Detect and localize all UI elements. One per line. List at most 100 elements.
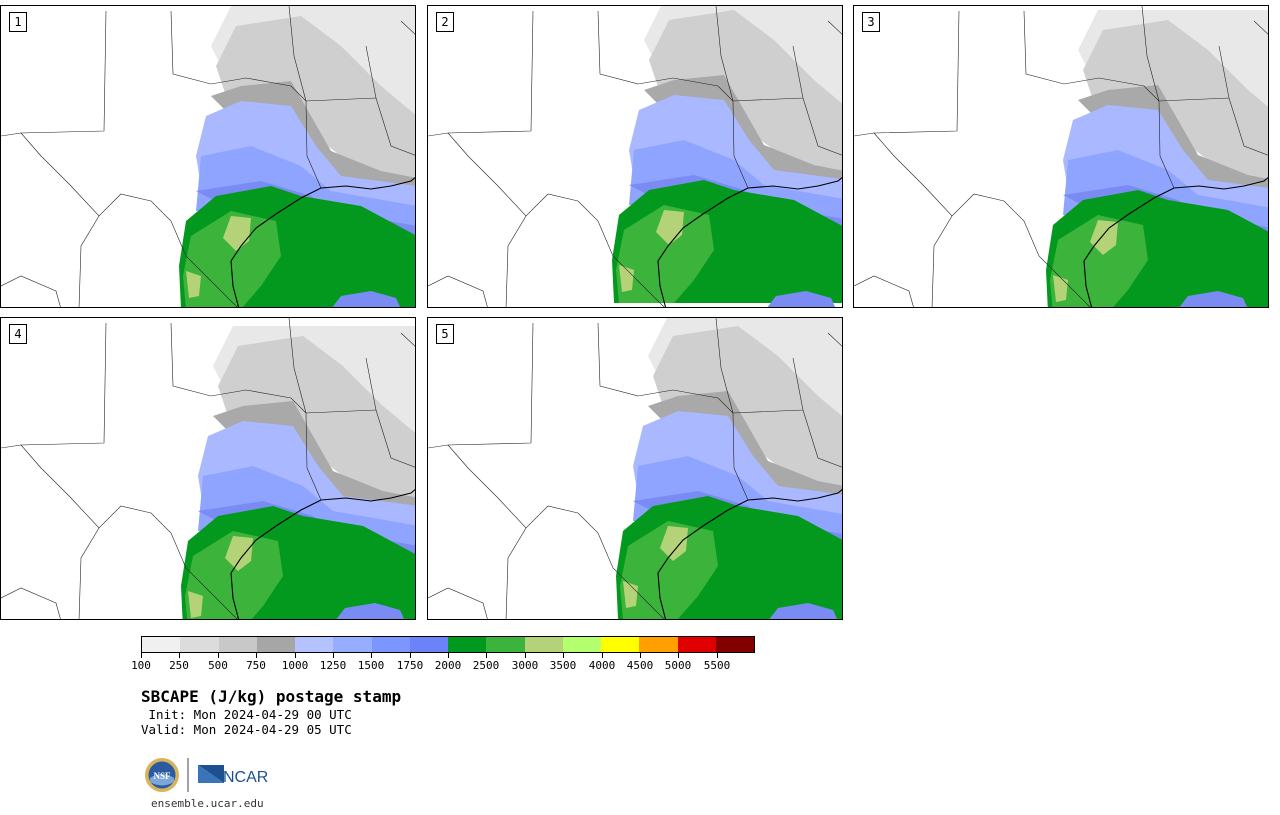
member-panel-2: 2 <box>427 5 843 308</box>
member-number-label: 2 <box>436 12 454 32</box>
colorbar-swatch <box>562 637 601 652</box>
ncar-logo-text: NCAR <box>223 769 268 786</box>
site-url: ensemble.ucar.edu <box>151 797 264 810</box>
gulf-blue-patch <box>336 603 405 619</box>
colorbar-tick <box>525 653 526 658</box>
state-borders <box>715 318 842 468</box>
cape-2500-shading <box>620 521 718 619</box>
colorbar-tick-label: 4000 <box>588 659 616 672</box>
cape-3000-shading <box>623 581 638 608</box>
cape-250-500-shading <box>1083 20 1268 183</box>
state-borders <box>715 6 842 156</box>
member-number-label: 3 <box>862 12 880 32</box>
state-borders <box>1141 6 1268 156</box>
cape-250-500-shading <box>218 336 415 501</box>
colorbar-tick <box>602 653 603 658</box>
texas-border <box>873 10 1175 307</box>
colorbar-tick-label: 5500 <box>703 659 731 672</box>
gulf-blue-patch <box>767 291 836 307</box>
ncar-logo: NCAR <box>198 765 268 786</box>
cape-2500-shading <box>616 205 714 303</box>
nsf-ncar-logos: NSF NCAR <box>145 758 268 792</box>
colorbar-swatch <box>486 637 525 652</box>
nsf-logo-text: NSF <box>153 771 171 781</box>
colorbar-swatch <box>409 637 448 652</box>
mexico-border <box>1 444 100 619</box>
colorbar-tick <box>295 653 296 658</box>
colorbar-tick <box>141 653 142 658</box>
colorbar-swatch <box>180 637 219 652</box>
colorbar-tick-label: 1250 <box>319 659 347 672</box>
sbcape-map-1 <box>1 6 415 307</box>
colorbar-tick-label: 2500 <box>472 659 500 672</box>
colorbar-tick-label: 3000 <box>511 659 539 672</box>
colorbar-tick-label: 5000 <box>664 659 692 672</box>
colorbar-swatch <box>142 637 181 652</box>
colorbar-tick <box>333 653 334 658</box>
colorbar-swatch <box>295 637 334 652</box>
colorbar-tick-label: 2000 <box>434 659 462 672</box>
colorbar-tick <box>371 653 372 658</box>
cape-3000-shading <box>619 265 634 292</box>
mexico-border <box>854 132 953 307</box>
cape-3000-shading <box>186 271 201 298</box>
member-panel-1: 1 <box>0 5 416 308</box>
colorbar-swatch <box>639 637 678 652</box>
colorbar-swatch <box>677 637 716 652</box>
sbcape-map-5 <box>428 318 842 619</box>
texas-border <box>447 10 749 307</box>
colorbar-tick-label: 750 <box>246 659 266 672</box>
colorbar-swatch <box>371 637 410 652</box>
colorbar-tick-label: 1000 <box>281 659 309 672</box>
cape-3000-shading <box>1053 275 1068 302</box>
colorbar-tick-label: 4500 <box>626 659 654 672</box>
gulf-coastline <box>1083 176 1268 307</box>
sbcape-map-3 <box>854 6 1268 307</box>
mexico-border <box>1 132 100 307</box>
colorbar-tick-label: 3500 <box>549 659 577 672</box>
gulf-coastline <box>657 488 842 619</box>
gulf-coastline <box>657 176 842 307</box>
cape-3000-shading <box>188 591 203 618</box>
mexico-border <box>428 132 527 307</box>
gulf-coastline <box>230 176 415 307</box>
state-borders <box>288 318 415 468</box>
sbcape-colorbar <box>141 636 755 653</box>
member-number-label: 1 <box>9 12 27 32</box>
member-number-label: 5 <box>436 324 454 344</box>
cape-250-500-shading <box>653 326 842 489</box>
colorbar-tick-label: 1500 <box>357 659 385 672</box>
colorbar-tick <box>256 653 257 658</box>
nsf-logo: NSF <box>145 758 179 792</box>
cape-3000-shading <box>660 526 688 561</box>
colorbar-tick <box>563 653 564 658</box>
init-time: Init: Mon 2024-04-29 00 UTC <box>141 707 352 722</box>
mexico-border <box>428 444 527 619</box>
colorbar-swatch <box>218 637 257 652</box>
colorbar-tick <box>640 653 641 658</box>
sbcape-map-4 <box>1 318 415 619</box>
colorbar-swatch <box>524 637 563 652</box>
state-borders <box>288 6 415 156</box>
member-panel-3: 3 <box>853 5 1269 308</box>
gulf-blue-patch <box>1179 291 1248 307</box>
colorbar-tick <box>717 653 718 658</box>
colorbar-swatch <box>601 637 640 652</box>
colorbar-tick <box>179 653 180 658</box>
cape-2500-shading <box>185 531 283 619</box>
product-title: SBCAPE (J/kg) postage stamp <box>141 687 402 706</box>
cape-2500-shading <box>1050 215 1148 307</box>
member-number-label: 4 <box>9 324 27 344</box>
colorbar-swatch <box>333 637 372 652</box>
colorbar-tick <box>678 653 679 658</box>
colorbar-tick-label: 100 <box>131 659 151 672</box>
colorbar-tick-label: 250 <box>169 659 189 672</box>
colorbar-tick-label: 500 <box>208 659 228 672</box>
cape-3000-shading <box>225 536 253 571</box>
member-panel-5: 5 <box>427 317 843 620</box>
texas-border <box>20 322 322 619</box>
colorbar-tick <box>218 653 219 658</box>
colorbar-tick <box>410 653 411 658</box>
cape-250-500-shading <box>649 10 842 174</box>
colorbar-tick-label: 1750 <box>396 659 424 672</box>
